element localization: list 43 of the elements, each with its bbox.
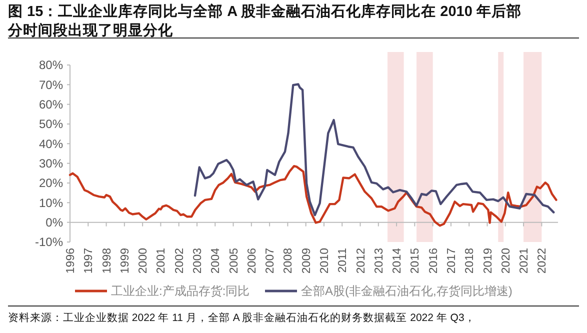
x-tick-label: 2014: [392, 247, 404, 274]
x-tick-label: 2021: [518, 248, 531, 274]
x-tick-label: 2003: [192, 248, 204, 274]
x-tick-label: 2008: [282, 248, 295, 274]
y-tick-label: -10%: [34, 235, 64, 250]
x-tick-label: 2012: [355, 248, 368, 274]
x-tick-label: 2017: [446, 248, 458, 274]
y-tick-label: 20%: [38, 176, 64, 190]
x-tick-label: 2016: [428, 248, 440, 274]
x-tick-label: 2015: [410, 248, 422, 274]
x-tick-label: 2007: [264, 248, 277, 274]
y-tick-label: 60%: [38, 98, 64, 112]
x-tick-label: 2009: [300, 248, 313, 274]
chart-title: 图 15：工业企业库存同比与全部 A 股非金融石油石化库存同比在 2010 年后部分时间段出现了明显分化: [7, 2, 522, 39]
x-tick-label: 2002: [174, 248, 186, 274]
y-tick-label: 0%: [46, 216, 64, 230]
x-tick-label: 1999: [119, 248, 132, 274]
x-tick-label: 1997: [83, 248, 96, 274]
x-tick-label: 2010: [319, 248, 332, 274]
x-tick-label: 1998: [101, 248, 114, 274]
x-tick-label: 1996: [65, 248, 78, 274]
y-tick-label: 30%: [38, 156, 64, 171]
x-tick-label: 2018: [464, 248, 476, 274]
x-tick-label: 2020: [500, 248, 512, 274]
x-tick-label: 2022: [536, 248, 549, 274]
x-tick-label: 2011: [337, 248, 350, 273]
line-series: [68, 164, 558, 227]
y-tick-label: 40%: [38, 136, 64, 151]
x-tick-label: 2001: [156, 248, 168, 274]
y-tick-label: 50%: [38, 117, 64, 132]
y-tick-label: 70%: [38, 78, 64, 92]
text: 资料来源：工业企业数据 2022 年 11 月，全部 A 股非金融石油石化的财务数据截至 2022 年 Q3，: [8, 311, 476, 324]
x-tick-label: 2004: [210, 247, 222, 274]
x-tick-label: 2013: [373, 248, 386, 274]
y-tick-label: 10%: [38, 196, 64, 210]
line-series: [194, 83, 555, 216]
x-tick-label: 2019: [482, 248, 494, 274]
y-tick-label: 80%: [38, 58, 64, 72]
legend-label: 全部A股(非金融石油石化,存货同比增速): [301, 284, 512, 298]
x-tick-label: 2000: [138, 248, 150, 274]
x-tick-label: 2005: [228, 248, 240, 274]
x-tick-label: 2006: [246, 248, 258, 274]
legend-label: 工业企业:产成品存货:同比: [111, 284, 250, 298]
